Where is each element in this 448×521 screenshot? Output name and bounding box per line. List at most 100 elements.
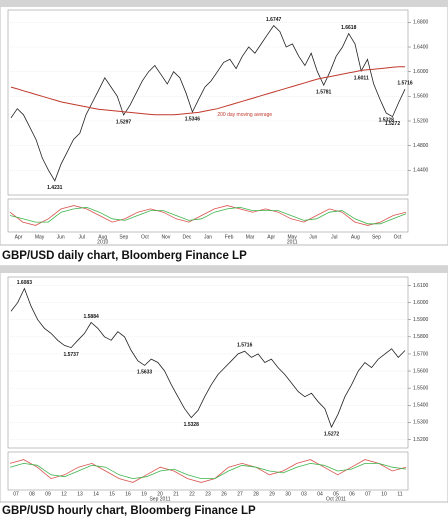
oscillator-area bbox=[7, 198, 409, 233]
x-tick-label: 29 bbox=[269, 491, 275, 497]
x-tick-label: 04 bbox=[317, 491, 323, 497]
y-tick-label: 1.6000 bbox=[413, 69, 429, 75]
chart-caption: GBP/USD daily chart, Bloomberg Finance L… bbox=[2, 250, 247, 262]
value-label: 1.6011 bbox=[354, 75, 369, 81]
x-tick-label: May bbox=[287, 234, 297, 240]
y-tick-label: 1.6400 bbox=[413, 44, 429, 50]
x-tick-label: 27 bbox=[237, 491, 243, 497]
y-tick-label: 1.5800 bbox=[413, 334, 429, 340]
x-tick-label: 30 bbox=[285, 491, 291, 497]
x-tick-label: Apr bbox=[267, 234, 275, 240]
x-tick-label: Nov bbox=[161, 234, 170, 240]
x-tick-label: Aug bbox=[351, 234, 360, 240]
value-label: 1.6618 bbox=[341, 25, 357, 31]
y-tick-label: 1.5400 bbox=[413, 403, 429, 409]
x-tick-label: 09 bbox=[45, 491, 51, 497]
chart-caption: GBP/USD hourly chart, Bloomberg Finance … bbox=[2, 505, 256, 517]
x-tick-label: 14 bbox=[93, 491, 99, 497]
x-tick-sublabel: 2011 bbox=[287, 239, 298, 245]
x-tick-label: Jan bbox=[204, 234, 212, 240]
series-line bbox=[10, 287, 406, 429]
y-tick-label: 1.5300 bbox=[413, 420, 429, 426]
y-tick-label: 1.6100 bbox=[413, 283, 429, 289]
y-tick-label: 1.5900 bbox=[413, 317, 429, 323]
value-label: 1.5716 bbox=[397, 81, 413, 87]
x-tick-label: 07 bbox=[365, 491, 371, 497]
y-tick-label: 1.5600 bbox=[413, 94, 429, 100]
x-tick-sublabel: 2010 bbox=[97, 239, 108, 245]
y-tick-label: 1.5600 bbox=[413, 368, 429, 374]
x-tick-label: 11 bbox=[397, 491, 402, 497]
plot-area bbox=[7, 9, 409, 196]
plot-area bbox=[7, 276, 409, 449]
x-tick-label: 05 bbox=[333, 491, 339, 497]
y-tick-label: 1.5500 bbox=[413, 385, 429, 391]
y-tick-label: 1.4400 bbox=[413, 168, 429, 174]
oscillator-line bbox=[9, 459, 407, 483]
x-tick-label: Aug bbox=[98, 234, 107, 240]
value-label: 1.5272 bbox=[324, 431, 340, 437]
x-tick-label: Jun bbox=[309, 234, 317, 240]
x-tick-label: Sep bbox=[372, 234, 381, 240]
value-label: 1.5884 bbox=[83, 314, 99, 320]
x-tick-label: 07 bbox=[13, 491, 19, 497]
x-tick-label: Sep bbox=[119, 234, 128, 240]
value-label: 1.6083 bbox=[17, 280, 33, 286]
x-tick-label: 08 bbox=[29, 491, 35, 497]
oscillator-area bbox=[7, 451, 409, 491]
series-line bbox=[10, 24, 406, 182]
x-tick-label: Oct bbox=[394, 234, 402, 240]
x-tick-sublabel: Oct 2011 bbox=[326, 496, 346, 502]
x-tick-label: 26 bbox=[221, 491, 227, 497]
x-tick-label: 19 bbox=[141, 491, 147, 497]
y-tick-label: 1.4800 bbox=[413, 143, 429, 149]
x-tick-label: Dec bbox=[182, 234, 191, 240]
x-tick-label: 21 bbox=[173, 491, 179, 497]
toolbar bbox=[0, 0, 448, 7]
value-label: 1.6747 bbox=[266, 17, 282, 23]
x-tick-label: 22 bbox=[189, 491, 195, 497]
oscillator-line bbox=[9, 205, 407, 226]
x-tick-label: Mar bbox=[246, 234, 255, 240]
value-label: 1.4231 bbox=[47, 185, 63, 191]
x-tick-label: 15 bbox=[109, 491, 115, 497]
x-tick-label: 16 bbox=[125, 491, 131, 497]
x-tick-label: Oct bbox=[141, 234, 149, 240]
value-label: 1.5328 bbox=[184, 422, 200, 428]
value-label: 1.5328 bbox=[379, 117, 395, 123]
x-tick-label: 23 bbox=[205, 491, 211, 497]
x-tick-label: 20 bbox=[157, 491, 163, 497]
value-label: 1.5297 bbox=[116, 119, 132, 125]
x-tick-label: Jul bbox=[78, 234, 84, 240]
oscillator-line bbox=[9, 206, 407, 225]
x-tick-label: 13 bbox=[77, 491, 83, 497]
y-tick-label: 1.5200 bbox=[413, 118, 429, 124]
y-tick-label: 1.5200 bbox=[413, 437, 429, 443]
x-tick-label: Feb bbox=[225, 234, 234, 240]
value-label: 1.5346 bbox=[185, 116, 201, 122]
value-label: 1.5737 bbox=[63, 352, 79, 358]
y-tick-label: 1.6000 bbox=[413, 300, 429, 306]
value-label: 1.5781 bbox=[316, 89, 332, 95]
x-tick-label: Jul bbox=[331, 234, 337, 240]
x-tick-label: 10 bbox=[381, 491, 387, 497]
x-tick-sublabel: Sep 2011 bbox=[149, 496, 170, 502]
panel-frame bbox=[0, 0, 448, 246]
x-tick-label: Apr bbox=[15, 234, 23, 240]
y-tick-label: 1.6800 bbox=[413, 20, 429, 26]
x-tick-label: 03 bbox=[301, 491, 307, 497]
value-label: 1.5633 bbox=[137, 370, 153, 376]
panel-frame bbox=[0, 265, 448, 503]
value-label: 1.5272 bbox=[385, 121, 401, 127]
x-tick-label: 06 bbox=[349, 491, 355, 497]
x-tick-label: May bbox=[35, 234, 45, 240]
x-tick-label: 12 bbox=[61, 491, 67, 497]
value-label: 1.5716 bbox=[237, 343, 253, 349]
toolbar bbox=[0, 266, 448, 273]
series-label: 200 day moving average bbox=[217, 112, 272, 118]
y-tick-label: 1.5700 bbox=[413, 351, 429, 357]
oscillator-line bbox=[9, 462, 407, 480]
x-tick-label: 28 bbox=[253, 491, 259, 497]
x-tick-label: Jun bbox=[57, 234, 65, 240]
